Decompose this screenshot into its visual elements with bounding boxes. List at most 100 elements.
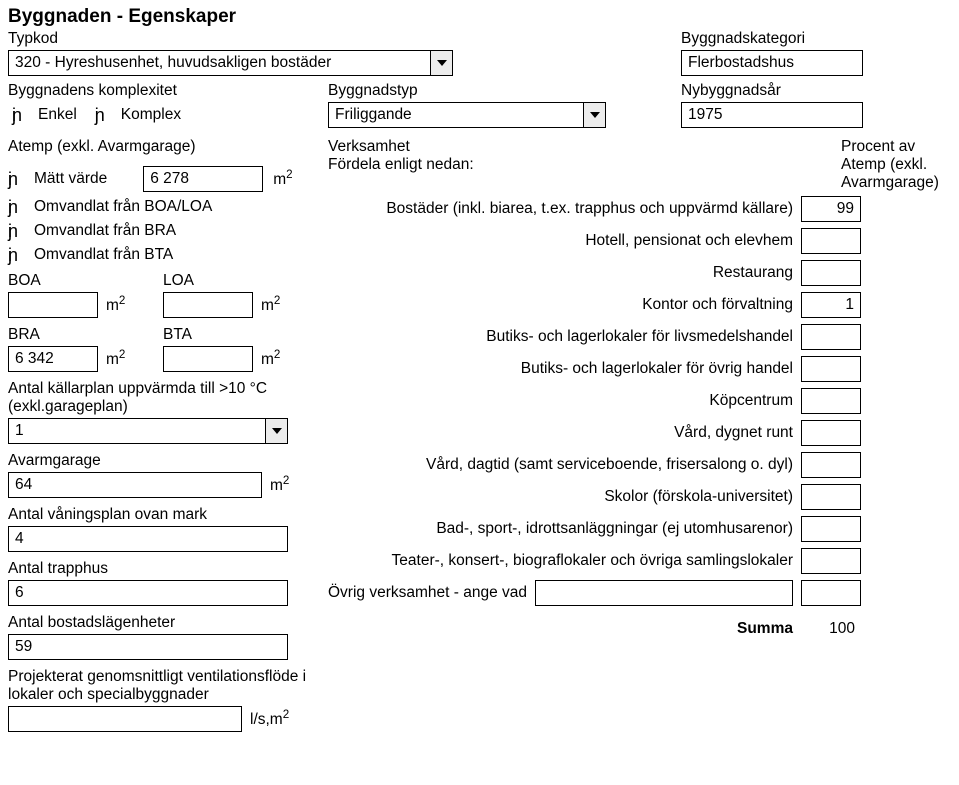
verk-row-label: Teater-, konsert-, biograflokaler och öv… — [328, 552, 793, 570]
chevron-down-icon[interactable] — [265, 419, 287, 443]
trapphus-label: Antal trapphus — [8, 560, 318, 578]
verk-row-value[interactable] — [801, 356, 861, 382]
verk-row: Hotell, pensionat och elevhem — [328, 228, 861, 254]
verk-row-label: Skolor (förskola-universitet) — [328, 488, 793, 506]
measured-value-field[interactable]: 6 278 — [143, 166, 263, 192]
verk-other-text-field[interactable] — [535, 580, 793, 606]
typkod-value: 320 - Hyreshusenhet, huvudsakligen bostä… — [15, 54, 430, 72]
m2-unit: m2 — [270, 474, 289, 495]
verk-row-value[interactable] — [801, 260, 861, 286]
m2-unit: m2 — [106, 348, 125, 369]
radio-icon: jn — [8, 170, 28, 188]
vent-field[interactable] — [8, 706, 242, 732]
loa-field[interactable] — [163, 292, 253, 318]
verk-row-value[interactable] — [801, 452, 861, 478]
source-bta-radio[interactable]: jn Omvandlat från BTA — [8, 246, 173, 264]
source-boa-label: Omvandlat från BOA/LOA — [34, 198, 212, 216]
lgh-value: 59 — [15, 638, 281, 656]
verk-row: Kontor och förvaltning 1 — [328, 292, 861, 318]
typkod-select[interactable]: 320 - Hyreshusenhet, huvudsakligen bostä… — [8, 50, 453, 76]
verk-row-label: Köpcentrum — [328, 392, 793, 410]
vaning-field[interactable]: 4 — [8, 526, 288, 552]
ar-field[interactable]: 1975 — [681, 102, 863, 128]
verk-row-value[interactable] — [801, 548, 861, 574]
source-boa-radio[interactable]: jn Omvandlat från BOA/LOA — [8, 198, 212, 216]
trapphus-field[interactable]: 6 — [8, 580, 288, 606]
verk-row-label: Restaurang — [328, 264, 793, 282]
bra-label: BRA — [8, 326, 153, 344]
verk-row-value[interactable] — [801, 420, 861, 446]
ar-label: Nybyggnadsår — [681, 82, 863, 100]
verk-row-value[interactable] — [801, 484, 861, 510]
komplex-komplex-radio[interactable]: jn Komplex — [95, 106, 181, 124]
ar-value: 1975 — [688, 106, 856, 124]
kallar-select[interactable]: 1 — [8, 418, 288, 444]
verk-row-label: Vård, dagtid (samt serviceboende, friser… — [328, 456, 793, 474]
boa-field[interactable] — [8, 292, 98, 318]
verk-row-value[interactable]: 1 — [801, 292, 861, 318]
verk-sum-value: 100 — [801, 616, 861, 642]
verk-row-label: Butiks- och lagerlokaler för livsmedelsh… — [328, 328, 793, 346]
verk-row-label: Vård, dygnet runt — [328, 424, 793, 442]
atemp-source-label: Atemp (exkl. Avarmgarage) — [8, 138, 318, 156]
bra-field[interactable]: 6 342 — [8, 346, 98, 372]
measured-value: 6 278 — [150, 170, 256, 188]
verk-row: Teater-, konsert-, biograflokaler och öv… — [328, 548, 861, 574]
vent-label: Projekterat genomsnittligt ventilationsf… — [8, 668, 318, 704]
lgh-field[interactable]: 59 — [8, 634, 288, 660]
komplex-enkel-label: Enkel — [38, 106, 77, 124]
radio-icon: jn — [95, 106, 115, 124]
verk-row-value[interactable]: 99 — [801, 196, 861, 222]
percent-label3: Avarmgarage) — [841, 174, 951, 192]
bra-value: 6 342 — [15, 350, 91, 368]
verk-row: Skolor (förskola-universitet) — [328, 484, 861, 510]
verk-row: Butiks- och lagerlokaler för övrig hande… — [328, 356, 861, 382]
verk-other-label: Övrig verksamhet - ange vad — [328, 584, 527, 602]
source-bra-radio[interactable]: jn Omvandlat från BRA — [8, 222, 176, 240]
trapphus-value: 6 — [15, 584, 281, 602]
verk-row: Restaurang — [328, 260, 861, 286]
kategori-label: Byggnadskategori — [681, 30, 863, 48]
verk-row-label: Hotell, pensionat och elevhem — [328, 232, 793, 250]
verk-row-label: Bostäder (inkl. biarea, t.ex. trapphus o… — [328, 200, 793, 218]
vent-unit: l/s,m2 — [250, 708, 289, 729]
page-title: Byggnaden - Egenskaper — [8, 6, 951, 28]
lgh-label: Antal bostadslägenheter — [8, 614, 318, 632]
vaning-value: 4 — [15, 530, 281, 548]
m2-unit: m2 — [261, 348, 280, 369]
radio-icon: jn — [8, 246, 28, 264]
garage-field[interactable]: 64 — [8, 472, 262, 498]
verk-row: Bostäder (inkl. biarea, t.ex. trapphus o… — [328, 196, 861, 222]
kategori-value: Flerbostadshus — [688, 54, 856, 72]
radio-icon: jn — [8, 198, 28, 216]
verk-row: Vård, dygnet runt — [328, 420, 861, 446]
verk-label2: Fördela enligt nedan: — [328, 156, 861, 174]
verk-row-label: Kontor och förvaltning — [328, 296, 793, 314]
source-bra-label: Omvandlat från BRA — [34, 222, 176, 240]
komplex-enkel-radio[interactable]: jn Enkel — [12, 106, 77, 124]
source-measured-radio[interactable]: jn Mätt värde 6 278 m2 — [8, 166, 293, 192]
m2-unit: m2 — [261, 294, 280, 315]
byggtyp-select[interactable]: Friliggande — [328, 102, 606, 128]
verk-row-label: Butiks- och lagerlokaler för övrig hande… — [328, 360, 793, 378]
verk-other-val[interactable] — [801, 580, 861, 606]
verk-row-value[interactable] — [801, 516, 861, 542]
verk-row-value[interactable] — [801, 388, 861, 414]
verk-row: Butiks- och lagerlokaler för livsmedelsh… — [328, 324, 861, 350]
kallar-label: Antal källarplan uppvärmda till >10 °C (… — [8, 380, 308, 416]
chevron-down-icon[interactable] — [430, 51, 452, 75]
source-bta-label: Omvandlat från BTA — [34, 246, 173, 264]
kategori-field: Flerbostadshus — [681, 50, 863, 76]
m2-unit: m2 — [273, 168, 292, 189]
radio-icon: jn — [8, 222, 28, 240]
verk-row-value[interactable] — [801, 324, 861, 350]
verk-row-value[interactable] — [801, 228, 861, 254]
kallar-value: 1 — [15, 422, 265, 440]
verk-row: Vård, dagtid (samt serviceboende, friser… — [328, 452, 861, 478]
radio-icon: jn — [12, 106, 32, 124]
byggtyp-label: Byggnadstyp — [328, 82, 606, 100]
chevron-down-icon[interactable] — [583, 103, 605, 127]
bta-field[interactable] — [163, 346, 253, 372]
typkod-label: Typkod — [8, 30, 453, 48]
loa-label: LOA — [163, 272, 308, 290]
